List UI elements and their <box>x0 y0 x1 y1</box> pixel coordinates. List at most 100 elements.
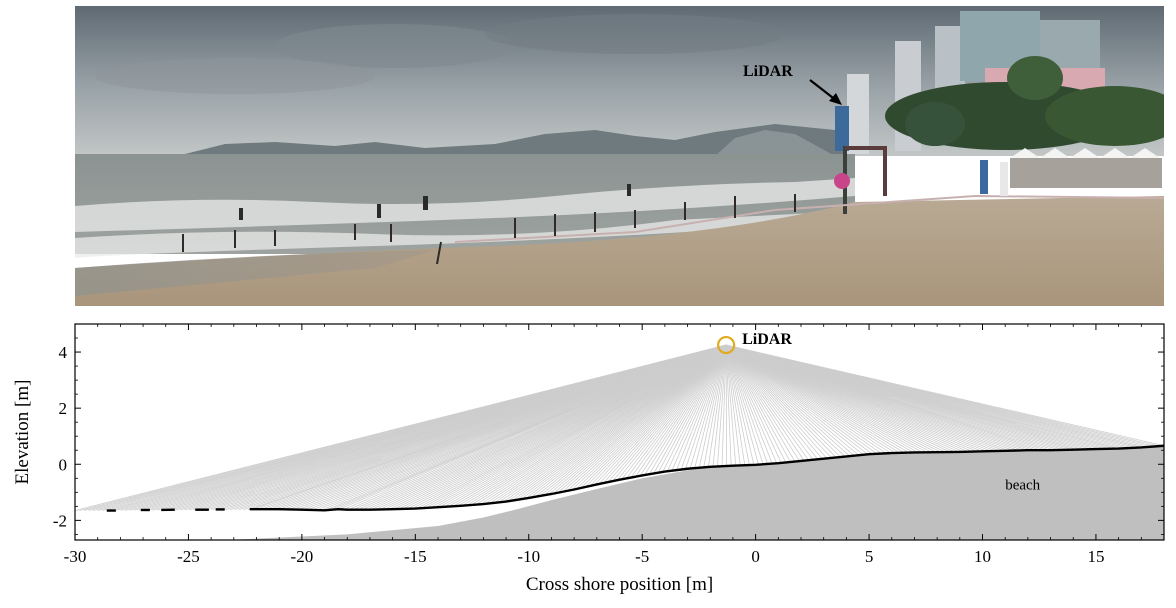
lidar-ray <box>626 344 727 479</box>
lidar-photo-label: LiDAR <box>743 63 793 80</box>
elevation-plot: LiDAR beach -30 -25 -20 -15 -10 -5 0 5 10 15 -202… <box>12 323 1165 595</box>
beach-photo: LiDAR <box>75 6 1164 306</box>
lidar-ray <box>725 344 887 454</box>
lidar-ray <box>725 344 778 464</box>
x-axis-label: Cross shore position [m] <box>526 574 713 595</box>
lidar-ray <box>725 344 805 461</box>
lidar-ray <box>726 344 1165 447</box>
lidar-ray <box>571 344 727 491</box>
lidar-ray <box>575 344 727 490</box>
profile-dashes <box>106 508 225 512</box>
beach-sand-area <box>227 446 1165 540</box>
lidar-ray <box>725 344 900 454</box>
lidar-plot-label: LiDAR <box>742 331 792 348</box>
lidar-ray <box>725 344 755 465</box>
lidar-ray <box>725 344 873 455</box>
lidar-ray <box>594 344 727 486</box>
lidar-ray <box>653 344 727 474</box>
lidar-ray <box>725 344 809 461</box>
lidar-ray <box>707 344 727 468</box>
beach-label: beach <box>1005 478 1040 494</box>
lidar-ray <box>725 344 741 466</box>
lidar-ray <box>725 344 768 465</box>
lidar-ray <box>725 344 864 456</box>
x-tick-label: -20 <box>291 547 314 566</box>
lidar-ray <box>657 344 727 473</box>
lidar-ray <box>725 344 878 455</box>
lidar-ray <box>725 344 859 456</box>
lidar-ray <box>616 344 727 481</box>
lidar-ray <box>725 345 737 466</box>
lidar-ray <box>703 344 727 468</box>
lidar-ray <box>644 344 727 476</box>
lidar-ray <box>635 344 727 477</box>
lidar-ray <box>598 344 727 485</box>
beach-photo-image: LiDAR <box>75 6 1164 306</box>
lidar-ray <box>685 344 727 470</box>
lidar-ray <box>585 344 727 488</box>
lidar-ray <box>566 344 727 492</box>
x-tick-label: -10 <box>517 547 540 566</box>
lidar-ray <box>630 344 727 478</box>
lidar-ray <box>725 344 841 458</box>
lidar-ray <box>689 344 727 469</box>
lidar-ray <box>717 345 727 467</box>
lidar-ray <box>694 344 727 469</box>
lidar-ray <box>725 344 896 454</box>
lidar-ray <box>721 345 727 467</box>
y-axis: -2 0 2 4 <box>53 337 1164 535</box>
lidar-ray <box>725 344 800 462</box>
lidar-ray <box>725 344 823 460</box>
lidar-ray <box>666 344 727 472</box>
lidar-ray <box>725 344 905 454</box>
beach-profile-line <box>249 444 1165 512</box>
lidar-arrow-head <box>829 93 842 105</box>
lidar-ray <box>725 344 764 465</box>
y-tick-label: 2 <box>59 399 68 418</box>
lidar-ray <box>580 344 727 489</box>
lidar-ray <box>725 344 891 454</box>
lidar-ray <box>725 344 828 459</box>
lidar-ray <box>639 344 727 477</box>
lidar-ray <box>671 344 727 471</box>
lidar-ray <box>725 344 882 454</box>
x-tick-label: 15 <box>1087 547 1104 566</box>
y-tick-label: -2 <box>53 511 67 530</box>
lidar-ray <box>607 344 727 483</box>
lidar-rays <box>74 344 1165 511</box>
y-tick-label: 0 <box>59 455 68 474</box>
lidar-ray <box>725 344 869 455</box>
lidar-ray <box>725 344 850 457</box>
x-tick-label: -25 <box>177 547 200 566</box>
lidar-ray <box>725 344 796 462</box>
lidar-ray <box>603 344 727 484</box>
lidar-ray <box>562 344 727 493</box>
lidar-ray <box>725 344 782 464</box>
x-tick-label: -15 <box>404 547 427 566</box>
x-tick-label: 0 <box>751 547 760 566</box>
lidar-ray <box>725 344 855 456</box>
x-axis: -30 -25 -20 -15 -10 -5 0 5 10 15 <box>64 324 1165 566</box>
lidar-ray <box>589 344 727 487</box>
lidar-ray <box>662 344 727 473</box>
lidar-ray <box>712 344 727 467</box>
lidar-ray <box>648 344 727 475</box>
lidar-ray <box>725 344 814 460</box>
lidar-ray <box>725 345 732 466</box>
x-tick-label: 10 <box>974 547 991 566</box>
lidar-ray <box>725 344 837 458</box>
lidar-ray <box>698 344 727 468</box>
lidar-ray <box>725 344 787 463</box>
lidar-ray <box>725 344 832 459</box>
x-tick-label: 5 <box>865 547 874 566</box>
x-tick-label: -5 <box>635 547 649 566</box>
lidar-ray <box>725 344 773 464</box>
lidar-ray <box>725 344 846 457</box>
lidar-ray <box>621 344 727 480</box>
lidar-ray <box>680 344 727 470</box>
lidar-ray <box>612 344 727 482</box>
lidar-ray <box>725 344 791 463</box>
x-tick-label: -30 <box>64 547 87 566</box>
lidar-marker <box>717 335 736 355</box>
lidar-ray <box>725 344 750 466</box>
